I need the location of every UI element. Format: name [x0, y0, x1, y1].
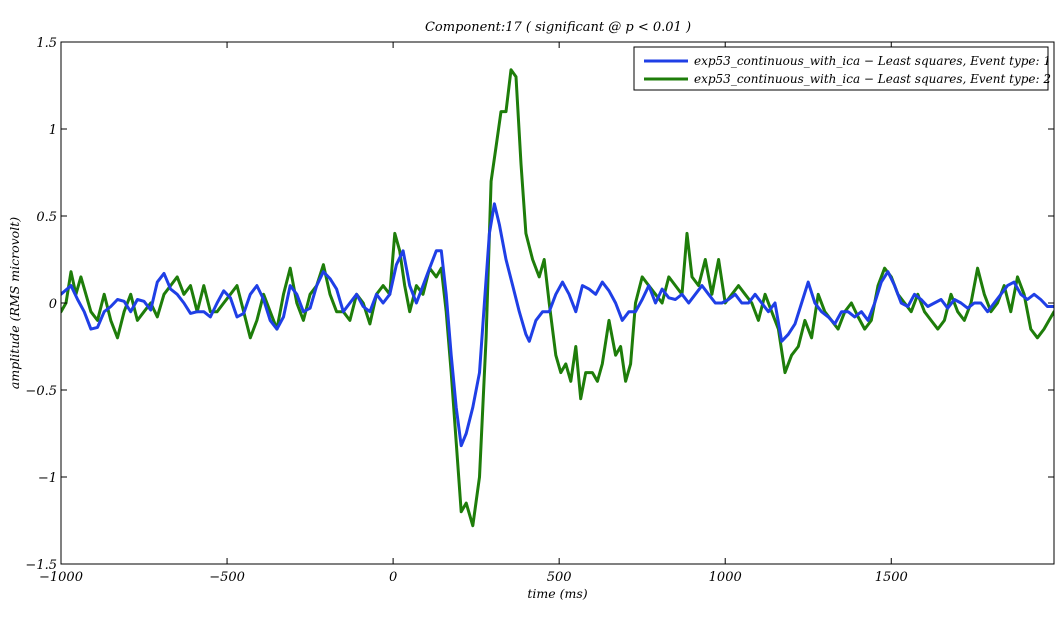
- y-axis-label: amplitude (RMS microvolt): [7, 217, 22, 389]
- y-tick-label: 0: [49, 297, 57, 312]
- x-tick-label: 0: [389, 570, 397, 585]
- legend: exp53_continuous_with_ica − Least square…: [633, 46, 1051, 91]
- y-tick-label: −1.5: [25, 558, 57, 573]
- series-line-1: [61, 202, 1054, 448]
- tick-layer: −1000 −500 0 500 1000 1500 −1.5 −1 −0.5 0 0.5 1 1.5: [25, 36, 1054, 585]
- y-tick-label: 0.5: [36, 210, 57, 225]
- x-tick-label: 1000: [709, 570, 742, 585]
- y-tick-label: 1.5: [36, 36, 57, 51]
- x-tick-label: −1000: [39, 570, 83, 585]
- legend-label-2: exp53_continuous_with_ica − Least square…: [694, 72, 1051, 86]
- x-axis-label: time (ms): [527, 586, 587, 601]
- x-tick-label: 1500: [875, 570, 908, 585]
- legend-box: [633, 46, 1049, 91]
- legend-label-1: exp53_continuous_with_ica − Least square…: [694, 54, 1051, 68]
- x-tick-label: −500: [209, 570, 245, 585]
- series-line-2: [61, 68, 1054, 528]
- y-tick-label: −1: [38, 471, 57, 486]
- y-tick-label: −0.5: [25, 384, 57, 399]
- chart-title: Component:17 ( significant @ p < 0.01 ): [425, 20, 691, 35]
- series-layer: [61, 68, 1054, 528]
- y-tick-label: 1: [49, 123, 57, 138]
- x-tick-label: 500: [547, 570, 572, 585]
